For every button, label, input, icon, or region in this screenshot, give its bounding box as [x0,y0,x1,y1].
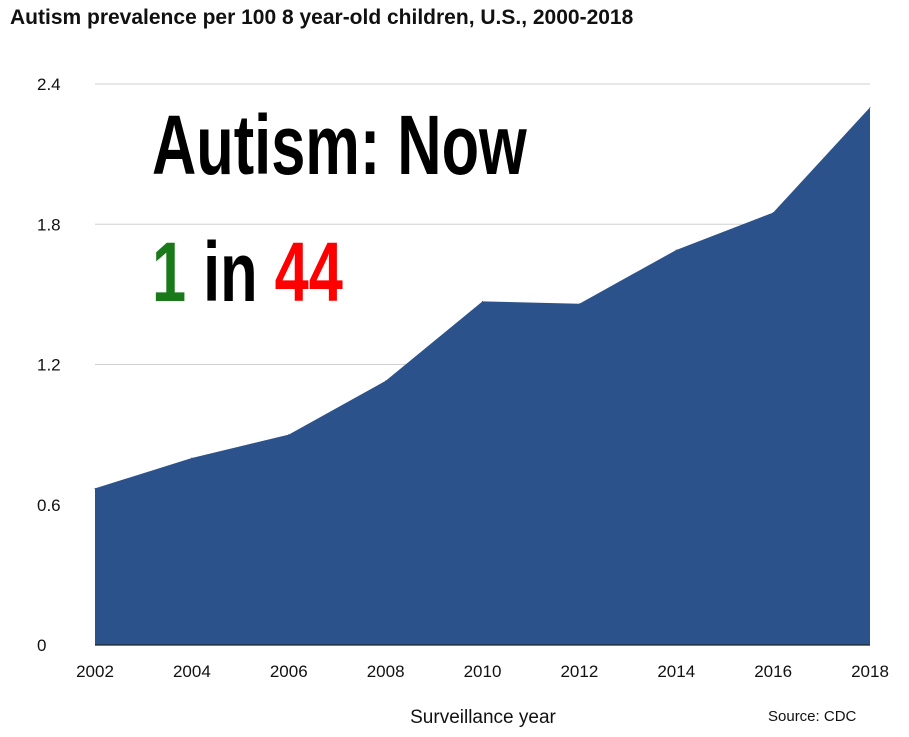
y-tick-label: 2.4 [37,75,61,94]
data-point [94,487,96,489]
overlay-ratio-number: 44 [274,225,343,319]
y-tick-label: 1.8 [37,215,61,234]
data-point [772,212,774,214]
x-tick-label: 2006 [270,662,308,681]
x-tick-label: 2008 [367,662,405,681]
area-series [95,107,870,645]
overlay-ratio-one: 1 [152,225,187,319]
x-tick-label: 2010 [464,662,502,681]
x-tick-label: 2002 [76,662,114,681]
data-point [578,303,580,305]
data-point [869,106,871,108]
data-point [288,434,290,436]
x-tick-label: 2014 [657,662,695,681]
data-point [482,300,483,302]
y-tick-label: 0 [37,636,46,655]
x-tick-label: 2012 [560,662,598,681]
overlay-headline: Autism: Now [152,98,527,192]
overlay-ratio: 1 in 44 [152,230,343,314]
chart-title: Autism prevalence per 100 8 year-old chi… [10,6,634,29]
x-tick-label: 2004 [173,662,211,681]
overlay-ratio-in: in [186,225,275,319]
y-tick-label: 1.2 [37,356,61,375]
x-tick-label: 2018 [851,662,889,681]
x-axis-label: Surveillance year [410,707,556,728]
x-tick-label: 2016 [754,662,792,681]
y-tick-label: 0.6 [37,496,61,515]
data-point [385,380,387,382]
data-point [675,249,677,251]
source-note: Source: CDC [768,708,857,725]
data-point [191,457,193,459]
